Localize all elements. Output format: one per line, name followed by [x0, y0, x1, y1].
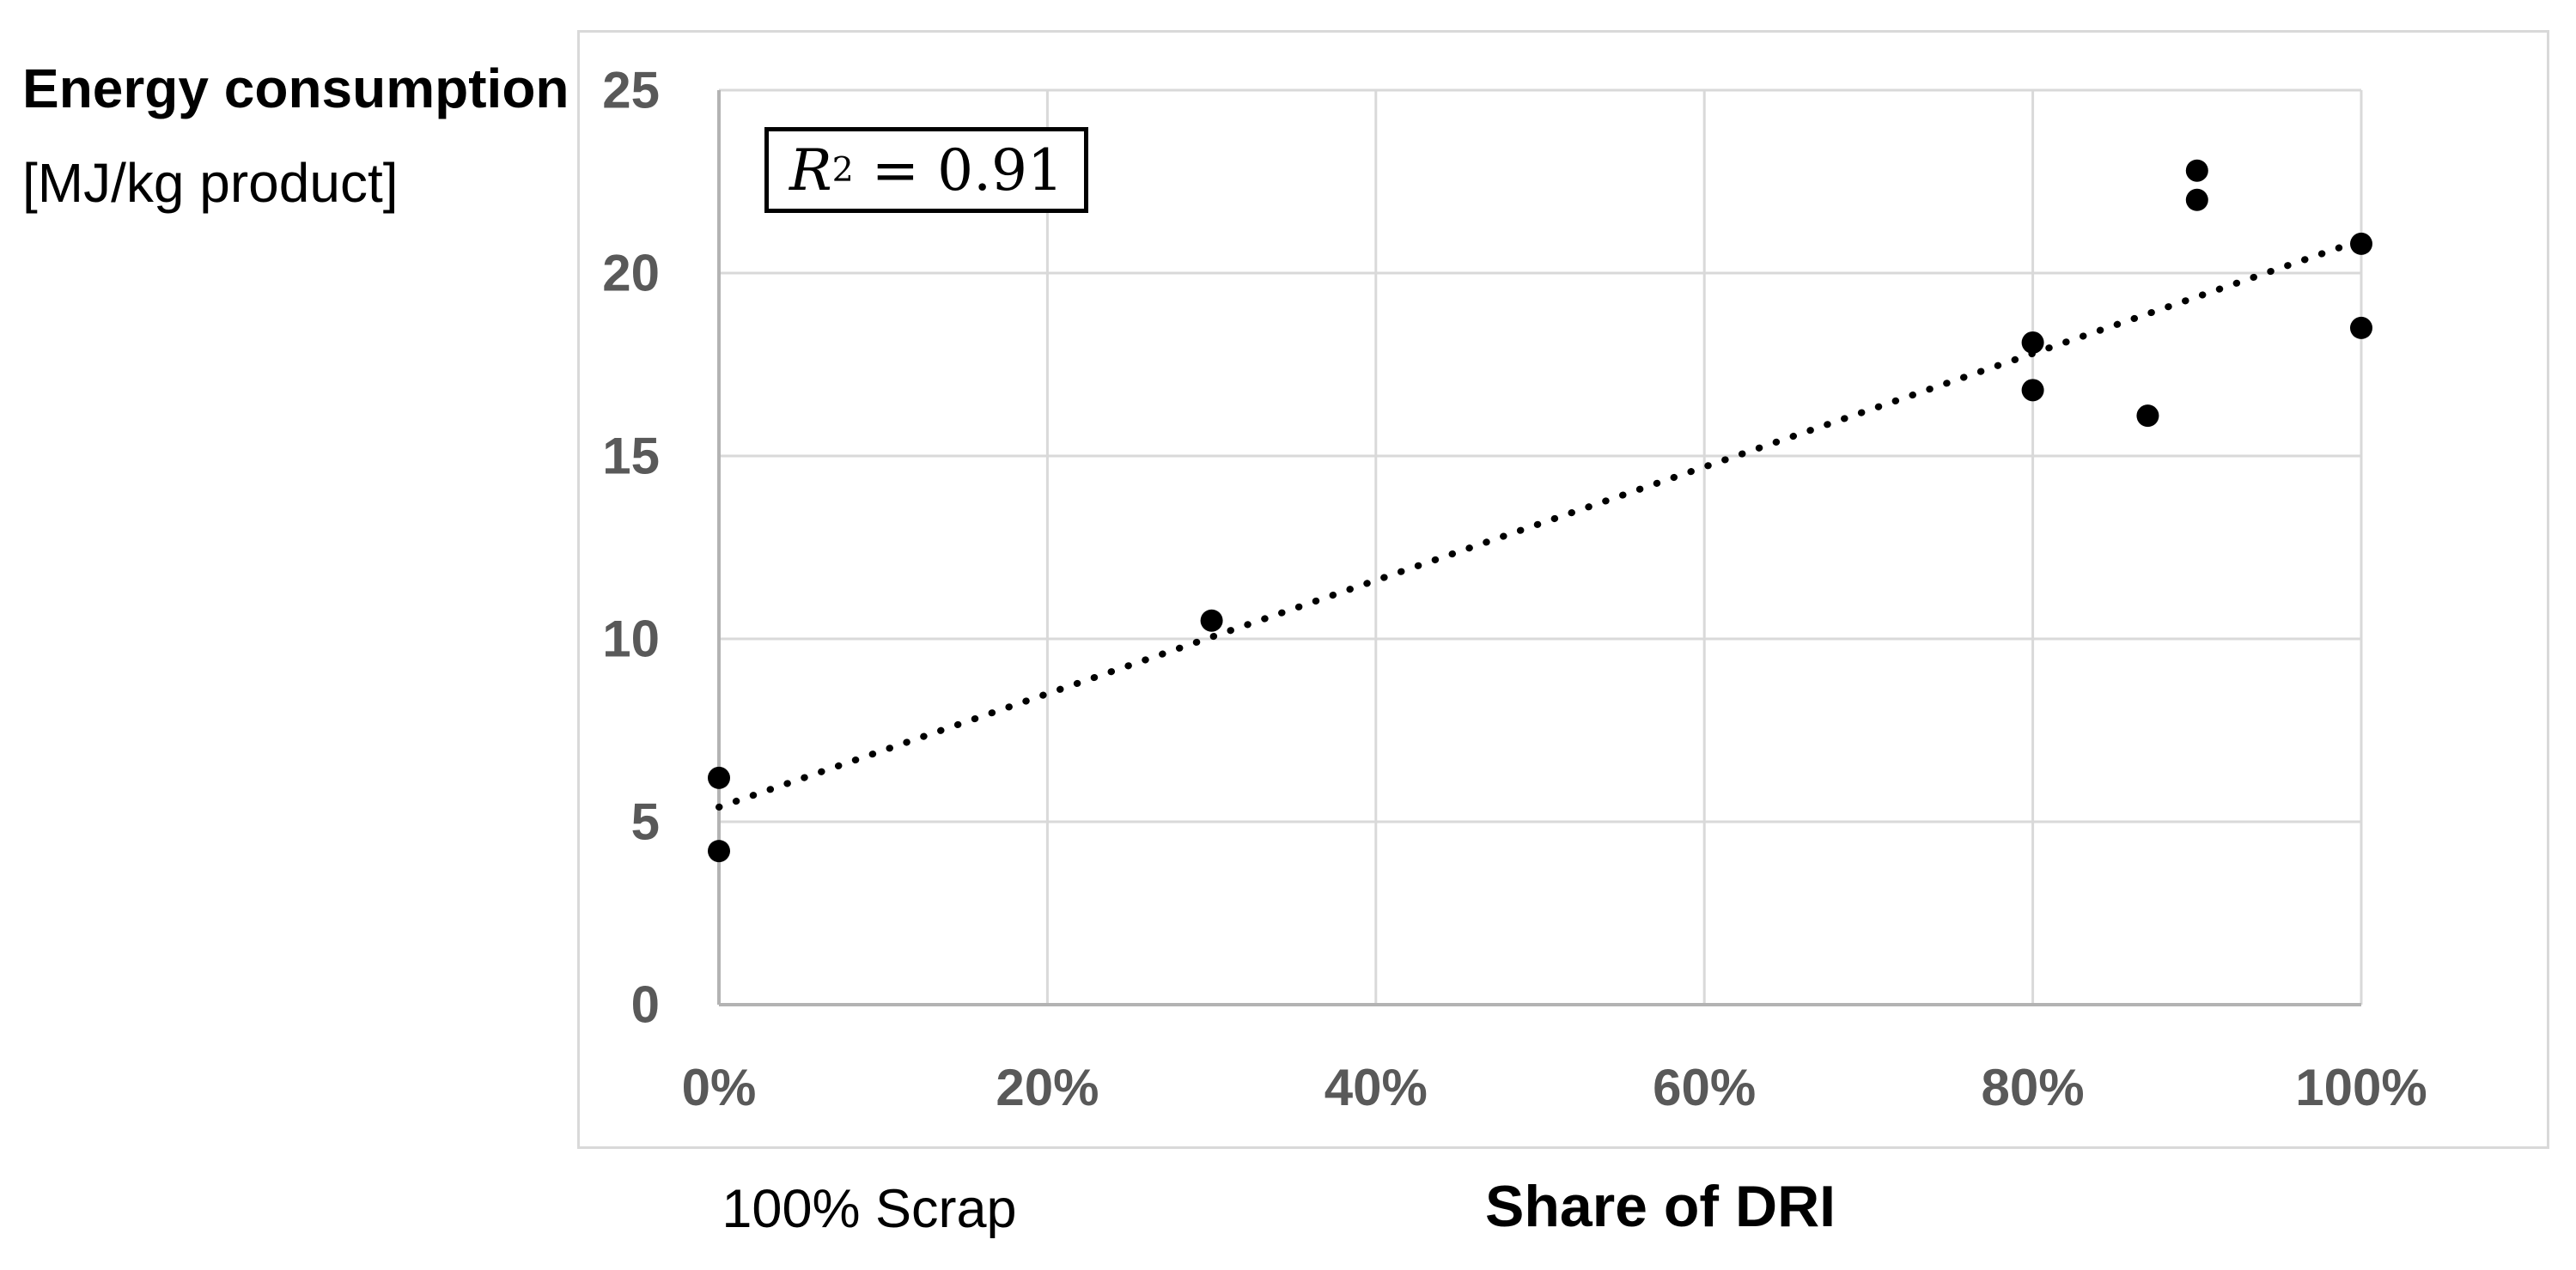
data-point — [2350, 316, 2372, 339]
x-axis-annotation-scrap: 100% Scrap — [722, 1179, 1017, 1239]
y-tick-label: 15 — [602, 427, 660, 485]
data-point — [2136, 404, 2159, 428]
data-point — [2185, 159, 2208, 182]
y-axis-title-line1: Energy consumption — [22, 58, 569, 119]
x-tick-label: 20% — [996, 1059, 1099, 1116]
y-axis-title: Energy consumption [MJ/kg product] — [22, 41, 569, 230]
r-squared-value: = 0.91 — [853, 137, 1064, 204]
y-tick-label: 5 — [630, 793, 660, 851]
x-tick-label: 100% — [2295, 1059, 2427, 1116]
data-point — [2021, 331, 2044, 354]
x-axis-title: Share of DRI — [1485, 1174, 1836, 1239]
data-point — [2350, 232, 2372, 255]
data-point — [708, 766, 730, 789]
x-tick-label: 60% — [1653, 1059, 1757, 1116]
y-tick-label: 25 — [602, 61, 660, 119]
x-tick-label: 0% — [681, 1059, 757, 1116]
y-axis-unit-label: [MJ/kg product] — [22, 152, 399, 214]
data-point — [2185, 188, 2208, 211]
y-tick-label: 10 — [602, 610, 660, 668]
data-point — [2021, 379, 2044, 402]
data-point — [708, 840, 730, 863]
x-tick-label: 40% — [1324, 1059, 1428, 1116]
chart-outer-frame — [577, 30, 2549, 1149]
y-tick-label: 0 — [630, 975, 660, 1034]
trendline — [716, 236, 2365, 811]
r-squared-symbol: R — [789, 137, 832, 204]
y-tick-label: 20 — [602, 244, 660, 302]
x-tick-label: 80% — [1981, 1059, 2085, 1116]
data-point — [1200, 609, 1223, 632]
